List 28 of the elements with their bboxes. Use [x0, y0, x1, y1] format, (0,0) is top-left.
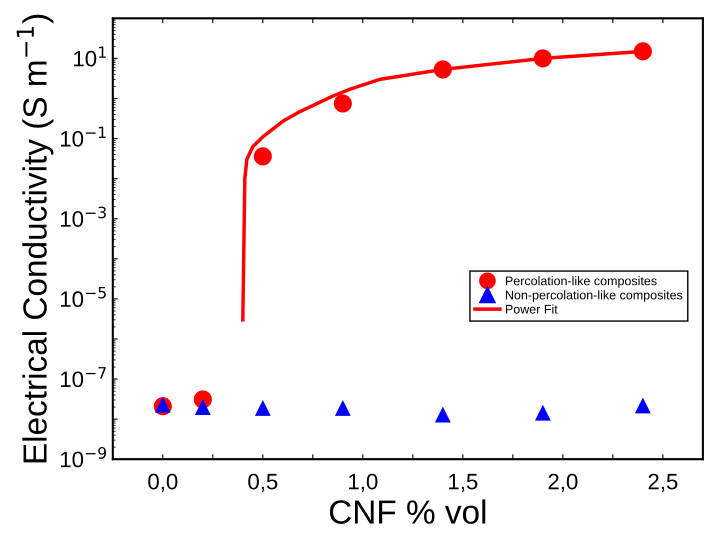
point: [534, 49, 552, 68]
y-tick-label: 10$^{−9}$: [60, 447, 106, 468]
y-tick-label: 10$^{−1}$: [60, 126, 106, 147]
point: [254, 147, 272, 166]
y-tick-label: 10$^{−7}$: [60, 367, 106, 388]
point: [634, 42, 652, 60]
y-tick-label: 10$^{1}$: [74, 46, 106, 67]
point: [434, 406, 451, 422]
point: [534, 404, 551, 421]
legend-label: Power Fit: [506, 304, 558, 314]
point: [334, 94, 352, 113]
y-tick-label: 10$^{−3}$: [60, 206, 106, 227]
legend-label: Non-percolation-like composites: [506, 290, 682, 302]
y-axis-title: Electrical Conductivity (S m$^{−1}$): [16, 14, 54, 462]
x-tick-label: 0,0: [148, 474, 178, 492]
x-tick-label: 1,0: [349, 474, 378, 492]
x-tick-label: 0,5: [248, 474, 278, 492]
point: [254, 400, 271, 416]
legend-label: Percolation-like composites: [506, 276, 657, 288]
x-tick-label: 2,5: [648, 474, 678, 492]
point: [334, 400, 351, 416]
y-tick-label: 10$^{−5}$: [60, 286, 106, 308]
x-tick-label: 2,0: [548, 474, 578, 492]
point: [194, 399, 211, 415]
point: [434, 60, 452, 79]
x-tick-label: 1,5: [449, 474, 478, 492]
x-axis-title: CNF % vol: [330, 499, 486, 524]
point: [634, 398, 651, 414]
